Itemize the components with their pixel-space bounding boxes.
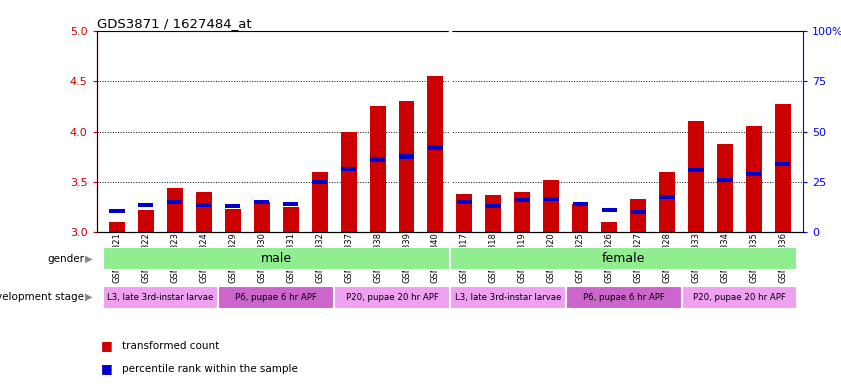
Bar [428, 146, 443, 150]
Text: transformed count: transformed count [122, 341, 220, 351]
Bar [167, 200, 182, 204]
Text: P6, pupae 6 hr APF: P6, pupae 6 hr APF [583, 293, 664, 302]
Bar [167, 188, 182, 232]
Bar [450, 247, 797, 270]
Text: development stage: development stage [0, 292, 84, 302]
Bar [457, 194, 473, 232]
Bar [566, 286, 681, 309]
Bar [486, 204, 501, 209]
Bar [109, 222, 125, 232]
Bar [312, 180, 327, 184]
Text: percentile rank within the sample: percentile rank within the sample [122, 364, 298, 374]
Bar [450, 286, 566, 309]
Bar [515, 192, 531, 232]
Text: P20, pupae 20 hr APF: P20, pupae 20 hr APF [693, 293, 785, 302]
Text: ▶: ▶ [85, 254, 93, 264]
Text: ▶: ▶ [85, 292, 93, 302]
Bar [283, 207, 299, 232]
Bar [139, 203, 154, 207]
Bar [109, 209, 124, 214]
Bar [219, 286, 334, 309]
Bar [688, 121, 704, 232]
Bar [341, 167, 357, 171]
Bar [103, 286, 219, 309]
Bar [196, 192, 212, 232]
Bar [370, 157, 385, 162]
Bar [515, 198, 530, 202]
Bar [196, 203, 211, 207]
Bar [225, 209, 241, 232]
Text: L3, late 3rd-instar larvae: L3, late 3rd-instar larvae [107, 293, 214, 302]
Bar [427, 76, 443, 232]
Bar [283, 202, 299, 206]
Bar [312, 172, 328, 232]
Bar [630, 199, 646, 232]
Bar [689, 167, 704, 172]
Text: P6, pupae 6 hr APF: P6, pupae 6 hr APF [235, 293, 317, 302]
Bar [399, 154, 414, 159]
Text: L3, late 3rd-instar larvae: L3, late 3rd-instar larvae [455, 293, 561, 302]
Bar [543, 180, 559, 232]
Text: GDS3871 / 1627484_at: GDS3871 / 1627484_at [97, 17, 251, 30]
Text: female: female [602, 252, 645, 265]
Bar [746, 126, 762, 232]
Bar [746, 172, 761, 176]
Bar [254, 200, 269, 204]
Bar [573, 202, 588, 206]
Bar [225, 204, 241, 209]
Bar [681, 286, 797, 309]
Text: P20, pupae 20 hr APF: P20, pupae 20 hr APF [346, 293, 438, 302]
Text: gender: gender [47, 254, 84, 264]
Bar [138, 210, 154, 232]
Bar [457, 200, 472, 204]
Bar [369, 106, 385, 232]
Text: ■: ■ [101, 362, 113, 375]
Bar [103, 247, 450, 270]
Bar [775, 162, 791, 166]
Text: ■: ■ [101, 339, 113, 352]
Bar [659, 172, 675, 232]
Bar [659, 195, 674, 199]
Text: male: male [261, 252, 292, 265]
Bar [717, 144, 733, 232]
Bar [631, 210, 646, 214]
Bar [485, 195, 501, 232]
Bar [334, 286, 450, 309]
Bar [254, 202, 270, 232]
Bar [717, 178, 733, 182]
Bar [341, 131, 357, 232]
Bar [572, 204, 588, 232]
Bar [399, 101, 415, 232]
Bar [601, 222, 617, 232]
Bar [775, 104, 791, 232]
Bar [601, 208, 616, 212]
Bar [543, 197, 558, 201]
